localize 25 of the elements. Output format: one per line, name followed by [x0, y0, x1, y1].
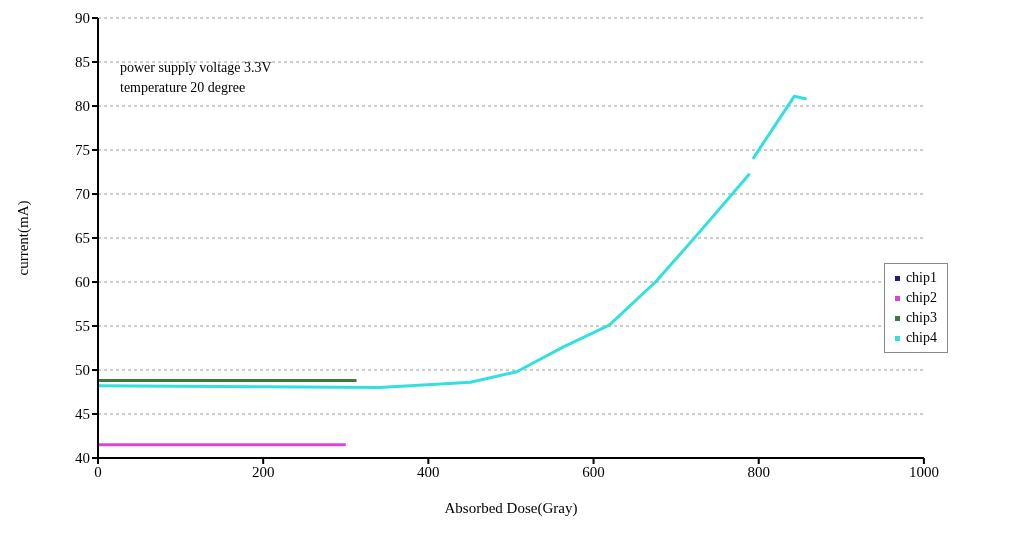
x-tick-label: 1000: [908, 463, 939, 480]
legend-label: chip3: [905, 309, 937, 327]
annotation: power supply voltage 3.3V: [120, 59, 272, 77]
x-axis-title: Absorbed Dose(Gray): [444, 500, 578, 517]
y-tick-label: 90: [75, 10, 90, 27]
y-tick-label: 75: [75, 142, 90, 159]
y-tick-label: 80: [75, 98, 90, 115]
y-tick-label: 40: [75, 450, 90, 467]
x-tick-label: 0: [94, 463, 102, 480]
x-tick-label: 600: [582, 463, 605, 480]
y-axis-title: current(mA): [15, 200, 33, 276]
y-tick-label: 55: [75, 318, 90, 335]
x-tick-label: 800: [747, 463, 770, 480]
x-tick-label: 400: [417, 463, 440, 480]
legend-label: chip1: [905, 269, 937, 287]
x-tick-label: 200: [251, 463, 275, 480]
y-tick-label: 60: [75, 274, 90, 291]
y-tick-label: 65: [75, 230, 90, 247]
y-tick-label: 70: [75, 186, 90, 203]
y-tick-label: 50: [75, 362, 90, 379]
y-tick-label: 45: [75, 406, 90, 423]
y-tick-label: 85: [75, 54, 90, 71]
legend-label: chip2: [905, 289, 937, 307]
annotation: temperature 20 degree: [120, 79, 247, 97]
legend-label: chip4: [905, 329, 937, 347]
